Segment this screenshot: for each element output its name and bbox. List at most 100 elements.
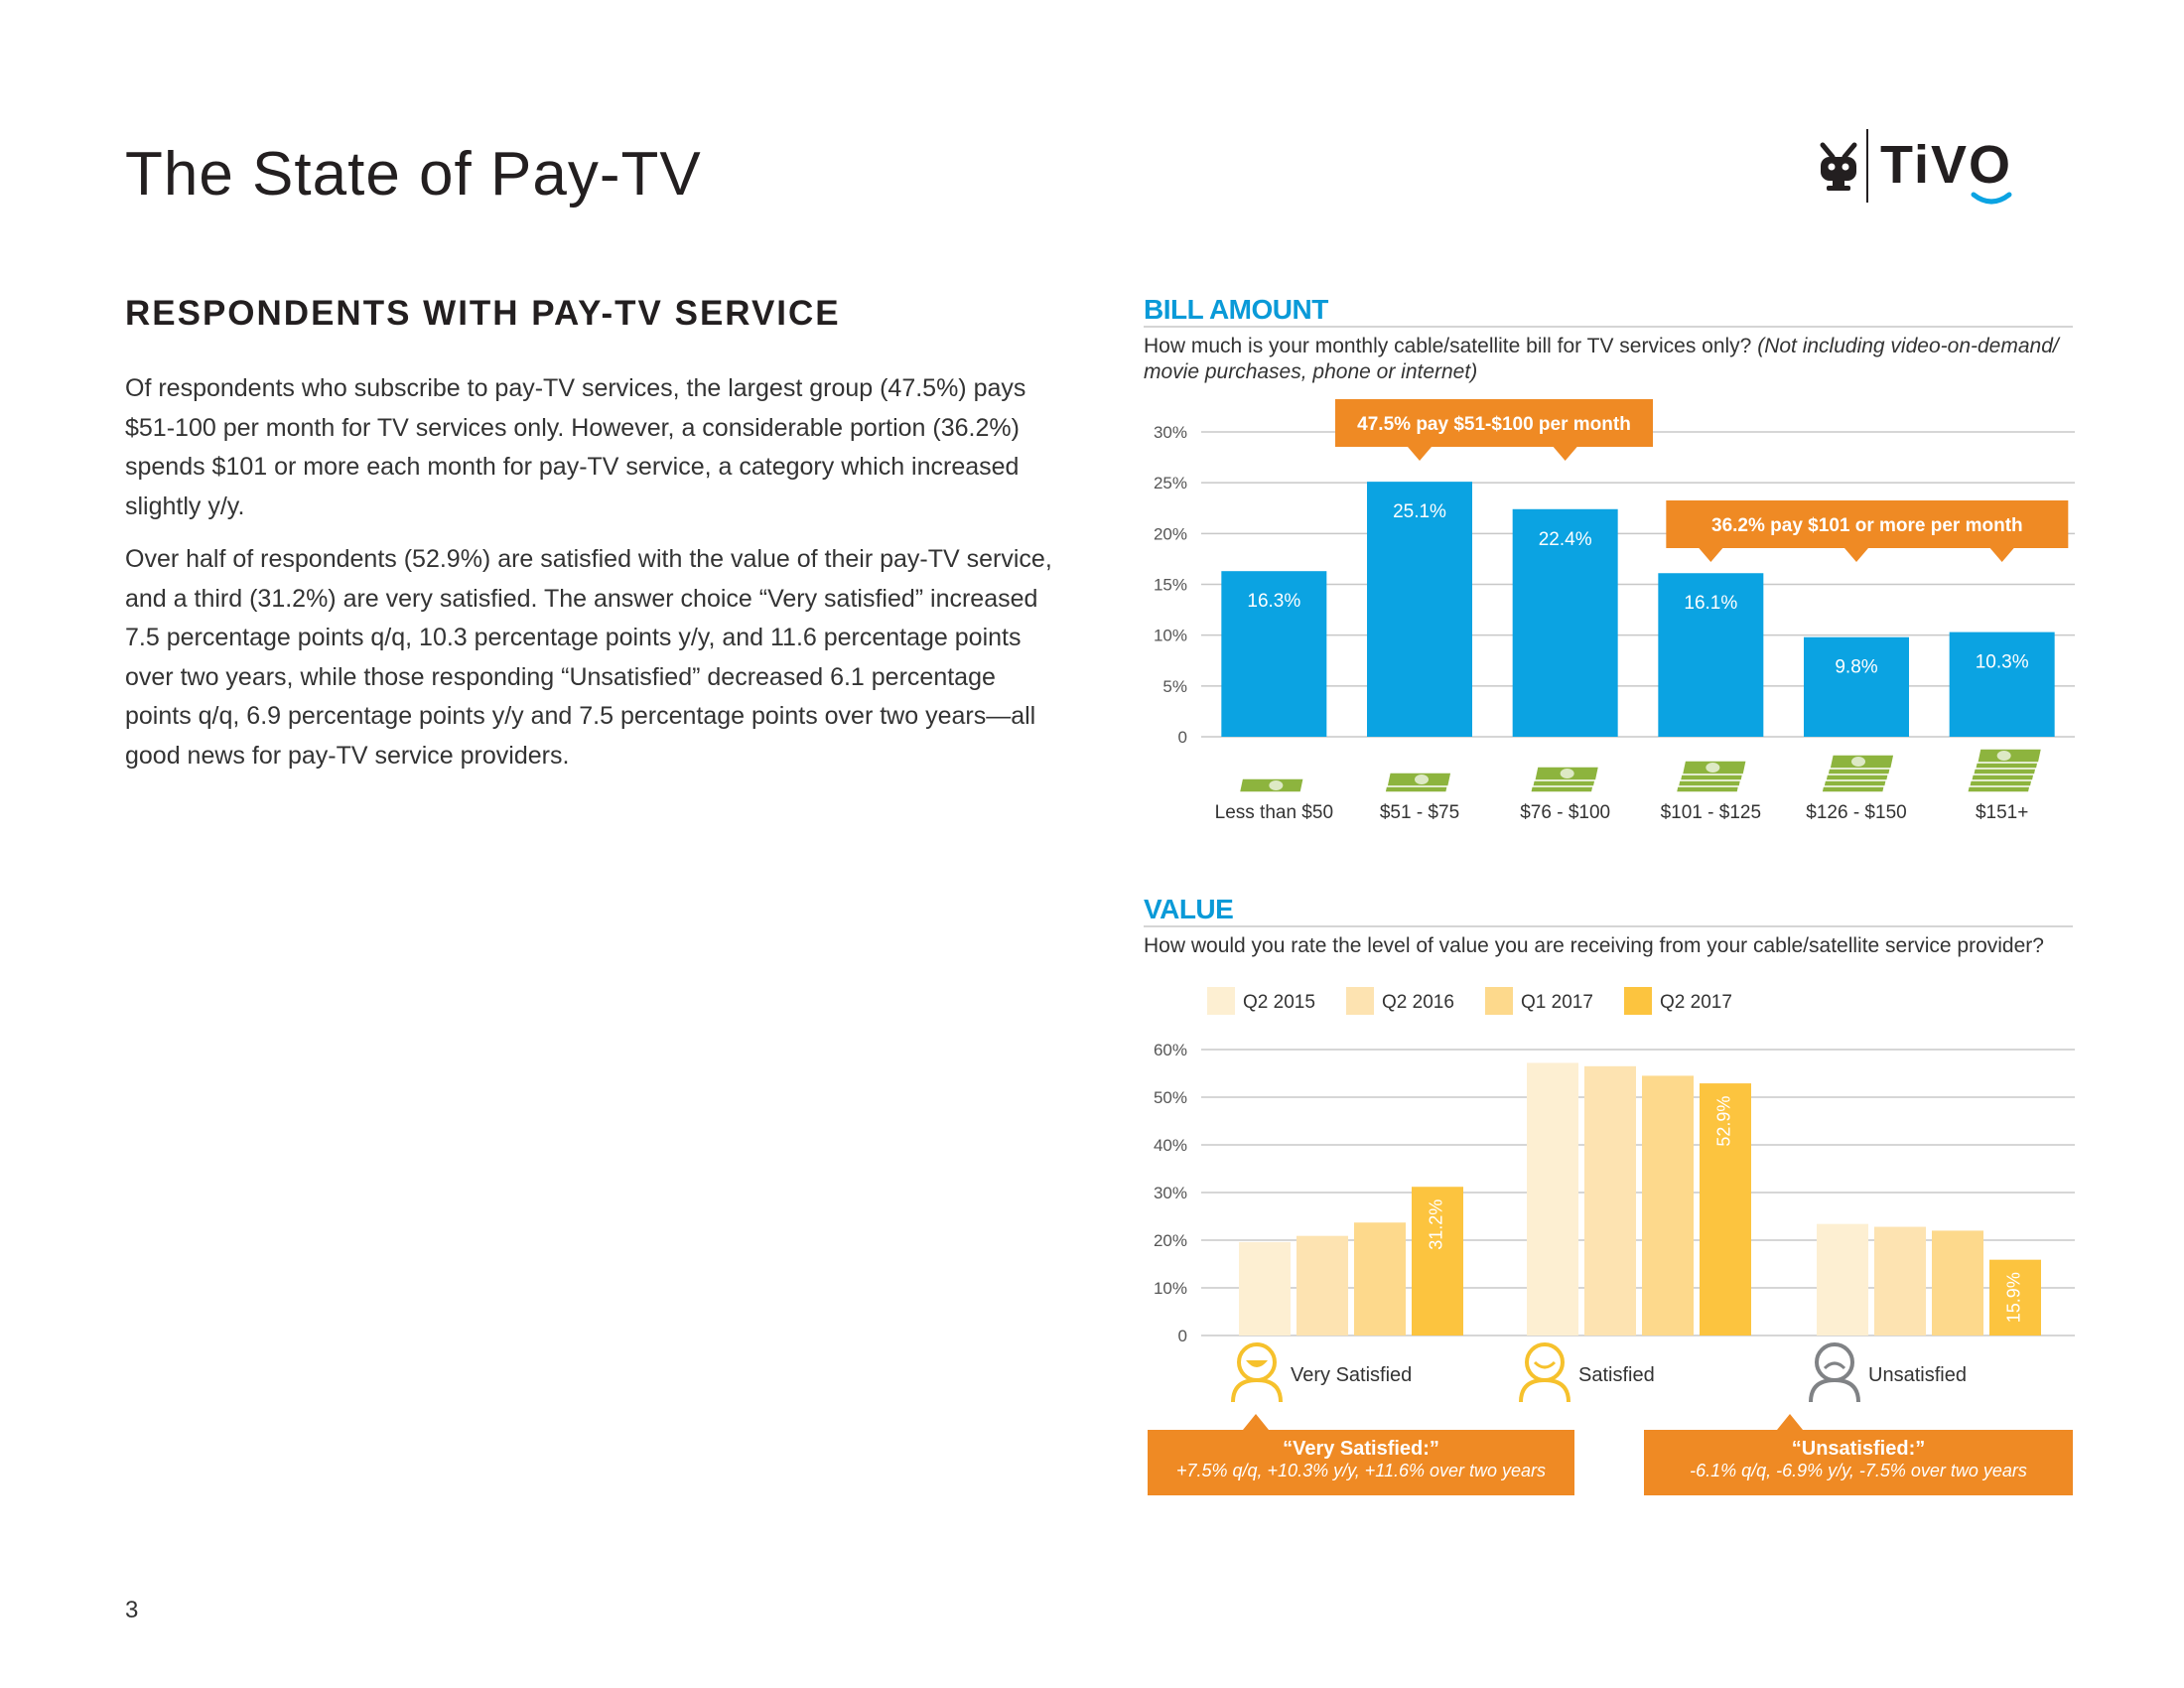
divider (1144, 326, 2073, 328)
callout-box (1666, 500, 2069, 548)
y-tick-label: 25% (1154, 474, 1187, 492)
money-stack-icon (1529, 766, 1600, 793)
section-heading: RESPONDENTS WITH PAY-TV SERVICE (125, 294, 841, 333)
body-paragraph: Over half of respondents (52.9%) are sat… (125, 545, 1052, 770)
y-tick-label: 5% (1162, 677, 1187, 696)
callout-text: 47.5% pay $51-$100 per month (1357, 414, 1631, 435)
legend-swatch (1346, 987, 1374, 1015)
data-label: 25.1% (1393, 501, 1446, 522)
unsatisfied-callout: “Unsatisfied:” -6.1% q/q, -6.9% y/y, -7.… (1644, 1414, 2073, 1495)
page-title: The State of Pay-TV (125, 140, 702, 209)
legend-swatch (1624, 987, 1652, 1015)
bar (1239, 1241, 1291, 1336)
face-body (1231, 1377, 1283, 1403)
data-label: 16.1% (1684, 593, 1737, 614)
money-seal (1996, 751, 2011, 761)
tivo-logo-icon: TiVO (1820, 129, 2012, 205)
y-tick-label: 20% (1154, 1231, 1187, 1250)
bar (1221, 571, 1327, 737)
face-mouth (1823, 1361, 1846, 1370)
bar (1584, 1065, 1636, 1336)
bar (1874, 1226, 1926, 1336)
bar (1527, 1062, 1578, 1336)
callout-body: +7.5% q/q, +10.3% y/y, +11.6% over two y… (1175, 1461, 1547, 1480)
value-chart: Q2 2015 Q2 2016 Q1 2017 Q2 2017 0 10% 20% 30% 40… (1154, 987, 2075, 1403)
data-label: 52.9% (1714, 1096, 1734, 1147)
callout-pointer (1408, 447, 1432, 461)
x-tick-label: $126 - $150 (1806, 802, 1906, 823)
legend-swatch (1485, 987, 1513, 1015)
face-mouth (1246, 1360, 1268, 1367)
callout-box (1335, 399, 1653, 447)
y-tick-label: 0 (1178, 728, 1187, 747)
money-stack-icon (1238, 777, 1305, 793)
y-tick-label: 20% (1154, 524, 1187, 543)
money-seal (1851, 757, 1865, 767)
bar (1354, 1222, 1406, 1336)
bar (1367, 482, 1472, 737)
logo-text: TiVO (1880, 135, 2012, 195)
very-satisfied-callout: “Very Satisfied:” +7.5% q/q, +10.3% y/y,… (1148, 1414, 1574, 1495)
bar (1817, 1223, 1868, 1336)
value-question: How would you rate the level of value yo… (1144, 934, 2044, 957)
data-label: 22.4% (1539, 529, 1592, 550)
face-body (1809, 1377, 1860, 1403)
bill-amount-chart: 0 5% 10% 15% 20% 25% 30% 16.3% Less than $50 25.1… (1154, 399, 2075, 823)
bar (1512, 508, 1618, 737)
bill-question: How much is your monthly cable/satellite… (1144, 334, 2073, 385)
callout-title: “Very Satisfied:” (1283, 1438, 1439, 1460)
x-tick-label: Unsatisfied (1868, 1364, 1967, 1386)
callout-text: 36.2% pay $101 or more per month (1711, 515, 2023, 536)
data-label: 9.8% (1835, 657, 1877, 678)
bar (1658, 573, 1764, 737)
unsatisfied-face-icon (1809, 1342, 1860, 1403)
x-tick-label: Very Satisfied (1291, 1364, 1412, 1386)
data-label: 10.3% (1976, 652, 2029, 673)
legend-label: Q2 2015 (1243, 992, 1315, 1013)
money-stack-icon (1384, 772, 1452, 793)
legend-label: Q2 2017 (1660, 992, 1732, 1013)
bar (1297, 1235, 1348, 1336)
divider (1144, 925, 2073, 927)
bar (1412, 1187, 1463, 1336)
data-label: 16.3% (1247, 591, 1300, 612)
callout-pointer (1989, 548, 2014, 562)
callout-body: -6.1% q/q, -6.9% y/y, -7.5% over two yea… (1690, 1461, 2027, 1480)
body-paragraph: Of respondents who subscribe to pay-TV s… (125, 374, 1026, 520)
legend-label: Q2 2016 (1382, 992, 1454, 1013)
bar (1642, 1075, 1694, 1336)
face-head (1525, 1342, 1565, 1382)
bill-amount-title: BILL AMOUNT (1144, 294, 1328, 325)
bar (1700, 1083, 1751, 1336)
value-title: VALUE (1144, 894, 1234, 924)
y-tick-label: 50% (1154, 1088, 1187, 1107)
x-tick-label: Satisfied (1578, 1364, 1655, 1386)
y-tick-label: 10% (1154, 1279, 1187, 1298)
page-number: 3 (125, 1597, 139, 1623)
x-tick-label: Less than $50 (1215, 802, 1333, 823)
bill-question-text: How much is your monthly cable/satellite… (1144, 335, 1752, 357)
callout-pointer (1553, 447, 1577, 461)
callout-pointer (1844, 548, 1868, 562)
money-stack-icon (1821, 754, 1895, 793)
y-tick-label: 0 (1178, 1327, 1187, 1345)
callout-pointer (1699, 548, 1723, 562)
bill-question-note: (Not including video-on-demand/ movie pu… (1144, 335, 2059, 383)
face-body (1519, 1377, 1570, 1403)
bar (1804, 636, 1909, 737)
x-tick-label: $76 - $100 (1520, 802, 1610, 823)
very-satisfied-face-icon (1231, 1342, 1283, 1403)
x-tick-label: $51 - $75 (1380, 802, 1459, 823)
bar (1932, 1230, 1983, 1336)
callout-pointer (1777, 1414, 1803, 1430)
legend-swatch (1207, 987, 1235, 1015)
x-tick-label: $101 - $125 (1661, 802, 1761, 823)
y-tick-label: 10% (1154, 627, 1187, 645)
data-label: 15.9% (2004, 1272, 2024, 1323)
face-mouth (1533, 1360, 1557, 1369)
y-tick-label: 30% (1154, 423, 1187, 442)
x-tick-label: $151+ (1976, 802, 2028, 823)
callout-title: “Unsatisfied:” (1791, 1438, 1926, 1460)
y-tick-label: 40% (1154, 1136, 1187, 1155)
bar (1989, 1259, 2041, 1336)
